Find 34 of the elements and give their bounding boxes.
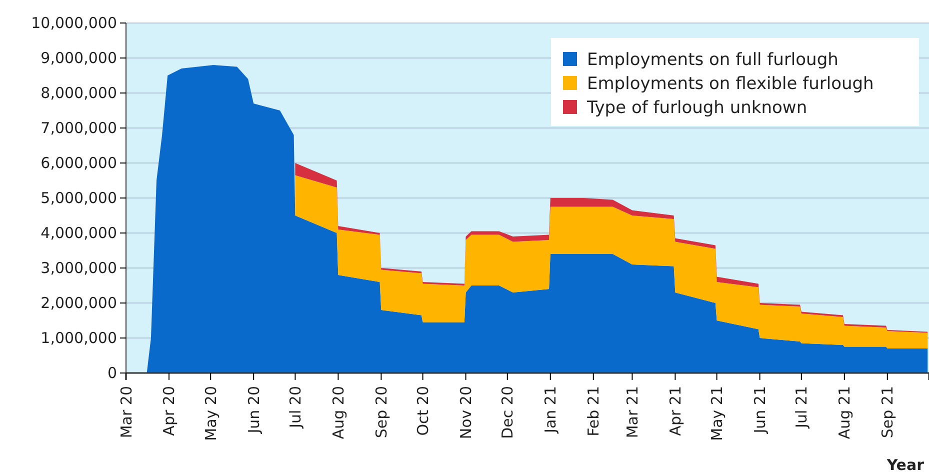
x-tick-label: Sep 20 xyxy=(372,386,390,438)
x-tick-label: Jul 21 xyxy=(792,386,811,429)
x-tick-label: Nov 20 xyxy=(457,386,476,440)
x-tick-label: May 21 xyxy=(708,386,726,441)
x-tick-label: Sep 21 xyxy=(878,386,897,438)
x-tick-label: Apr 20 xyxy=(160,386,178,436)
y-tick-label: 7,000,000 xyxy=(40,118,117,137)
x-tick-label: Feb 21 xyxy=(584,386,603,436)
y-tick-label: 9,000,000 xyxy=(40,48,117,67)
x-tick-label: May 20 xyxy=(202,386,220,441)
x-tick-label: Mar 21 xyxy=(623,386,642,438)
y-tick-label: 3,000,000 xyxy=(40,258,117,277)
x-tick-label: Jun 21 xyxy=(751,386,770,434)
y-tick-label: 6,000,000 xyxy=(40,154,117,172)
x-tick-label: Aug 21 xyxy=(836,386,854,440)
x-tick-label: Jul 20 xyxy=(286,386,304,429)
x-tick-label: Dec 20 xyxy=(498,386,517,439)
y-tick-label: 2,000,000 xyxy=(40,294,117,312)
y-tick-label: 4,000,000 xyxy=(40,224,117,242)
x-tick-label: Aug 20 xyxy=(329,386,348,440)
legend-label: Employments on flexible furlough xyxy=(587,74,874,94)
x-tick-label: Oct 20 xyxy=(414,386,432,436)
legend-label: Employments on full furlough xyxy=(587,50,838,70)
y-tick-label: 10,000,000 xyxy=(31,14,117,32)
x-axis-title: Year xyxy=(886,456,925,474)
x-tick-label: Apr 21 xyxy=(666,386,684,436)
x-tick-label: Jun 20 xyxy=(244,386,263,434)
y-tick-label: 0 xyxy=(107,364,117,382)
legend-label: Type of furlough unknown xyxy=(586,98,808,118)
x-tick-label: Mar 20 xyxy=(117,386,136,438)
y-tick-label: 5,000,000 xyxy=(40,188,117,207)
y-tick-label: 1,000,000 xyxy=(40,328,117,347)
x-tick-label: Jan 21 xyxy=(542,386,560,434)
y-tick-label: 8,000,000 xyxy=(40,84,117,102)
